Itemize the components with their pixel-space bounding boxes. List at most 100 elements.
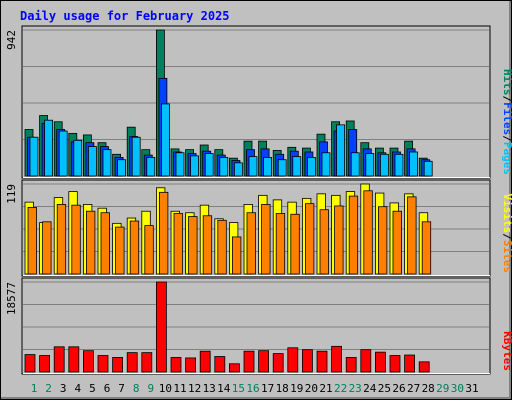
bottom-bar-kbytes-day-26	[389, 355, 401, 373]
bottom-bar-kbytes-day-13	[199, 350, 211, 373]
legend-files: Files	[501, 102, 512, 135]
middle-bar-sites-day-8	[129, 220, 140, 275]
top-bar-pages-day-1	[29, 136, 39, 177]
top-bar-pages-day-21	[321, 152, 331, 177]
top-bar-pages-day-8	[131, 136, 141, 177]
x-tick-label-day-1: 1	[31, 382, 38, 395]
middle-bar-sites-day-16	[246, 212, 256, 275]
middle-bar-sites-day-26	[392, 210, 402, 275]
bottom-bar-kbytes-day-19	[287, 347, 299, 373]
x-tick-label-day-24: 24	[363, 382, 377, 395]
top-bar-pages-day-27	[409, 151, 419, 177]
x-tick-label-day-28: 28	[422, 382, 435, 395]
legend-pages: Pages	[501, 142, 512, 175]
x-tick-label-day-12: 12	[188, 382, 201, 395]
legend-hits: Hits	[501, 69, 512, 96]
bottom-bar-kbytes-day-10	[155, 281, 167, 373]
middle-bar-sites-day-7	[115, 226, 125, 275]
x-tick-label-day-19: 19	[290, 382, 303, 395]
top-bar-pages-day-19	[292, 156, 302, 177]
bottom-bar-kbytes-day-6	[97, 355, 109, 373]
middle-bar-sites-day-21	[319, 209, 329, 275]
legend-: /	[501, 96, 512, 103]
top-bar-pages-day-13	[204, 153, 214, 177]
top-bar-pages-day-28	[423, 160, 433, 177]
middle-bar-sites-day-28	[421, 221, 432, 275]
middle-bar-sites-day-1	[27, 207, 37, 275]
x-tick-label-day-10: 10	[159, 382, 172, 395]
middle-bar-sites-day-6	[100, 212, 110, 275]
middle-bar-sites-day-10	[158, 191, 169, 275]
top-bar-pages-day-3	[58, 130, 68, 177]
x-tick-label-day-26: 26	[392, 382, 405, 395]
bottom-bar-kbytes-day-4	[68, 346, 80, 373]
middle-bar-sites-day-2	[42, 221, 52, 275]
x-tick-label-day-27: 27	[407, 382, 420, 395]
top-bar-pages-day-15	[233, 162, 243, 177]
x-tick-label-day-18: 18	[276, 382, 289, 395]
middle-bar-sites-day-12	[188, 216, 198, 275]
x-tick-label-day-21: 21	[319, 382, 332, 395]
bottom-bar-kbytes-day-8	[126, 352, 138, 373]
middle-bar-sites-day-23	[348, 195, 359, 275]
x-tick-label-day-15: 15	[232, 382, 245, 395]
middle-bar-sites-day-11	[173, 213, 183, 275]
bottom-bar-kbytes-day-23	[345, 357, 357, 373]
bottom-bar-kbytes-day-25	[374, 351, 386, 373]
x-tick-label-day-16: 16	[246, 382, 259, 395]
top-bar-pages-day-17	[263, 157, 273, 177]
top-bar-pages-day-2	[44, 119, 53, 177]
x-tick-label-day-14: 14	[217, 382, 231, 395]
x-tick-label-day-7: 7	[118, 382, 125, 395]
bottom-bar-kbytes-day-7	[112, 357, 123, 373]
middle-bar-sites-day-17	[261, 204, 271, 275]
x-tick-label-day-3: 3	[60, 382, 67, 395]
top-bar-pages-day-12	[190, 155, 200, 177]
x-tick-label-day-17: 17	[261, 382, 274, 395]
middle-bar-sites-day-27	[407, 196, 417, 275]
top-bar-pages-day-4	[73, 139, 83, 177]
bottom-bar-kbytes-day-12	[185, 357, 197, 373]
middle-bar-sites-day-3	[56, 204, 67, 275]
x-tick-label-day-25: 25	[378, 382, 391, 395]
top-bar-pages-day-16	[248, 156, 258, 177]
x-tick-label-day-2: 2	[45, 382, 52, 395]
x-tick-label-day-30: 30	[451, 382, 464, 395]
middle-bar-sites-day-13	[202, 215, 213, 275]
bottom-bar-kbytes-day-1	[24, 354, 36, 373]
legend-: /	[501, 135, 512, 142]
x-tick-label-day-9: 9	[147, 382, 154, 395]
bottom-bar-kbytes-day-5	[83, 350, 94, 373]
top-bar-pages-day-11	[175, 152, 185, 177]
bottom-bar-kbytes-day-14	[214, 356, 226, 373]
middle-bar-sites-day-15	[231, 236, 242, 275]
bottom-bar-kbytes-day-15	[228, 363, 240, 373]
top-bar-pages-day-7	[117, 159, 126, 177]
legend-kbytes: KBytes	[501, 331, 512, 371]
bottom-bar-kbytes-day-18	[272, 353, 284, 373]
top-bar-pages-day-26	[394, 153, 404, 177]
top-bar-pages-day-18	[277, 159, 287, 177]
middle-y-max-label: 119	[5, 184, 18, 204]
top-bar-pages-day-5	[88, 146, 97, 177]
x-tick-label-day-11: 11	[173, 382, 186, 395]
legend-: /	[501, 233, 512, 240]
top-bar-pages-day-20	[306, 157, 316, 177]
bottom-bar-kbytes-day-2	[39, 355, 50, 373]
bottom-bar-kbytes-day-20	[301, 349, 313, 373]
middle-bar-sites-day-25	[377, 206, 388, 275]
middle-bar-sites-day-5	[86, 210, 96, 275]
bottom-bar-kbytes-day-3	[53, 346, 65, 373]
legend-sites: Sites	[501, 240, 512, 273]
x-tick-label-day-8: 8	[133, 382, 140, 395]
bottom-bar-kbytes-day-16	[243, 350, 255, 373]
x-tick-label-day-31: 31	[465, 382, 478, 395]
middle-legend: Visits/Sites	[501, 194, 512, 274]
x-tick-label-day-20: 20	[305, 382, 318, 395]
middle-bar-sites-day-14	[217, 219, 227, 275]
bottom-bar-kbytes-day-21	[316, 350, 328, 373]
bottom-legend: KBytes	[501, 331, 512, 371]
x-tick-label-day-22: 22	[334, 382, 347, 395]
bottom-bar-kbytes-day-22	[331, 345, 343, 373]
